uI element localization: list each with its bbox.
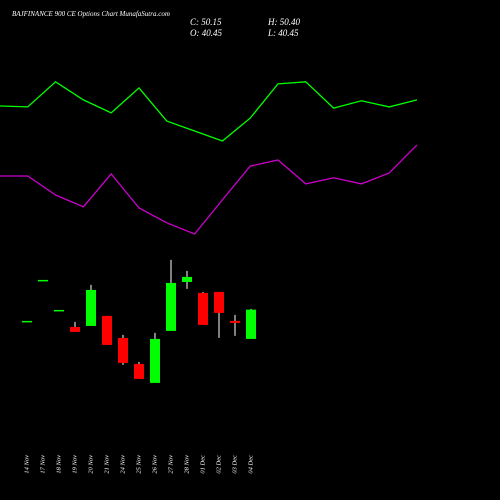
candle-body [246,309,256,339]
x-tick-label: 28 Nov [183,455,190,474]
x-tick-label: 17 Nov [39,455,46,474]
candle-body [230,320,240,323]
candle-body [182,276,192,282]
high-label: H: 50.40 [267,17,300,27]
candle-body [134,363,144,379]
x-tick-label: 18 Nov [55,455,62,474]
candle-body [54,309,64,312]
candle-body [150,338,160,383]
indicator-line [0,144,418,235]
x-tick-label: 20 Nov [87,455,94,474]
open-label: O: 40.45 [190,28,222,38]
x-tick-label: 27 Nov [167,455,174,474]
candle-body [86,289,96,326]
x-tick-label: 19 Nov [71,455,78,474]
x-tick-label: 02 Dec [215,455,222,474]
x-tick-label: 26 Nov [151,455,158,474]
x-tick-label: 01 Dec [199,455,206,474]
x-tick-label: 24 Nov [119,455,126,474]
close-label: C: 50.15 [190,17,222,27]
x-tick-label: 21 Nov [103,455,110,474]
candle-body [214,291,224,313]
x-tick-label: 03 Dec [231,455,238,474]
x-tick-label: 25 Nov [135,455,142,474]
candle-body [198,292,208,325]
low-label: L: 40.45 [267,28,299,38]
x-tick-label: 14 Nov [23,455,30,474]
candle-body [118,337,128,363]
candle-body [102,315,112,345]
candle-body [70,326,80,332]
x-tick-label: 04 Dec [247,455,254,474]
candle-body [22,320,32,323]
candle-body [38,279,48,282]
chart-title: BAJFINANCE 900 CE Options Chart MunafaSu… [12,10,170,18]
indicator-line [0,80,418,142]
candle-body [166,282,176,331]
